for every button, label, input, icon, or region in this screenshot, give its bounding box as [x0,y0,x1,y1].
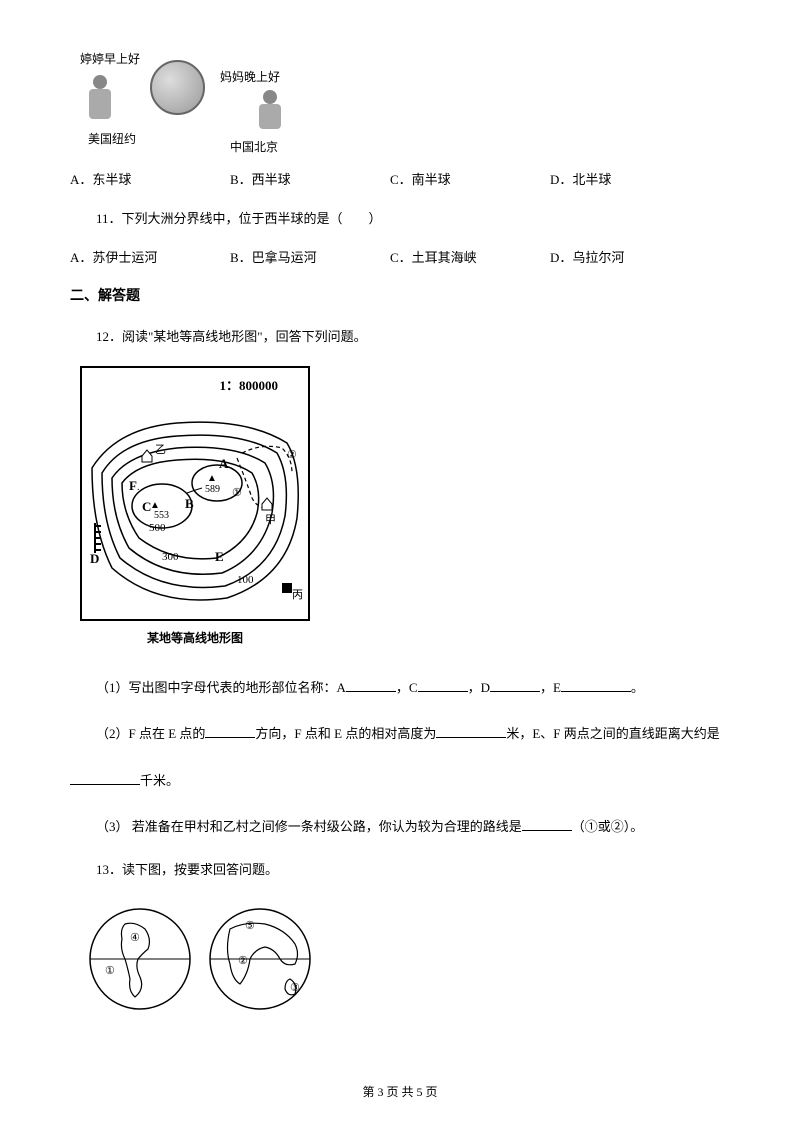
hemi-label-1: ① [105,965,115,977]
page-footer: 第 3 页 共 5 页 [0,1083,800,1102]
q11-stem: 11．下列大洲分界线中，位于西半球的是（ ） [70,209,730,230]
map-label-A: A [219,456,229,471]
map-circle1: ① [232,487,242,499]
blank-d [490,678,540,692]
map-label-B: B [185,496,194,511]
speech-left-text: 婷婷早上好 [80,50,140,69]
q12-sub3: （3） 若准备在甲村和乙村之间修一条村级公路，你认为较为合理的路线是 （①或②）。 [70,813,730,842]
hemi-label-3: ③ [290,982,300,994]
hemispheres-figure: ④ ① ⑤ ② ③ [80,899,340,1019]
hemi-label-5: ⑤ [245,920,255,932]
q13-stem: 13．读下图，按要求回答问题。 [70,860,730,881]
q12-sub2: （2）F 点在 E 点的 方向，F 点和 E 点的相对高度为 米，E、F 两点之间的… [70,720,730,749]
location-left-label: 美国纽约 [88,130,136,149]
speech-right-text: 妈妈晚上好 [220,68,280,87]
globe-icon [150,60,205,115]
contour-map-figure: 1：800000 [80,366,310,656]
map-label-E: E [215,549,224,564]
person-right-figure [255,90,285,135]
hemi-label-2: ② [238,955,248,967]
contour-svg: A B C D E F . ▲ 589 ▲ 553 500 300 100 乙 … [87,398,307,618]
map-yi: 乙 [155,443,166,456]
blank-c [418,678,468,692]
blank-dist [70,771,140,785]
q10-options-row: A．东半球 B．西半球 C．南半球 D．北半球 [70,170,730,191]
q12-sub2-end: 千米。 [140,773,179,788]
map-peak2-val: 553 [154,510,169,521]
map-label-F: F [129,478,137,493]
contour-scale-label: 1：800000 [219,376,278,397]
person-left-figure [85,75,115,125]
blank-a [346,678,396,692]
map-peak1-sym: ▲ [207,473,217,484]
q10-option-b: B．西半球 [230,170,390,191]
blank-e [561,678,631,692]
q11-options-row: A．苏伊士运河 B．巴拿马运河 C．土耳其海峡 D．乌拉尔河 [70,248,730,269]
q10-option-c: C．南半球 [390,170,550,191]
map-circle2: ② [287,449,297,461]
q11-option-c: C．土耳其海峡 [390,248,550,269]
q11-option-a: A．苏伊士运河 [70,248,230,269]
blank-dir [205,724,255,738]
location-right-label: 中国北京 [230,138,278,157]
timezone-illustration: 婷婷早上好 妈妈晚上好 美国纽约 中国北京 [80,50,320,150]
blank-route [522,817,572,831]
q12-sub3-pre: （3） 若准备在甲村和乙村之间修一条村级公路，你认为较为合理的路线是 [96,819,522,834]
q12-sub1-end: 。 [631,680,644,695]
map-peak1-val: 589 [205,484,220,495]
q12-sub1: （1）写出图中字母代表的地形部位名称：A ，C ，D ，E 。 [70,674,730,703]
map-c500: 500 [149,522,166,534]
q12-sub2-mid2: 米，E、F 两点之间的直线距离大约是 [506,726,719,741]
map-c300: 300 [162,551,179,563]
blank-height [436,724,506,738]
q10-option-d: D．北半球 [550,170,710,191]
map-jia: 甲 [265,514,276,526]
contour-caption: 某地等高线地形图 [80,629,310,648]
map-label-D: D [90,551,99,566]
q12-sub1-c: ，C [396,680,418,695]
q10-option-a: A．东半球 [70,170,230,191]
q12-sub1-pre: （1）写出图中字母代表的地形部位名称：A [96,680,346,695]
q11-option-d: D．乌拉尔河 [550,248,710,269]
q12-sub1-d: ，D [468,680,490,695]
map-c100: 100 [237,574,254,586]
q11-option-b: B．巴拿马运河 [230,248,390,269]
map-label-F-dot: . [137,482,140,493]
q12-sub1-e: ，E [540,680,561,695]
q12-sub3-end: （①或②）。 [572,819,644,834]
hemispheres-svg: ④ ① ⑤ ② ③ [80,899,340,1019]
q12-sub2-pre: （2）F 点在 E 点的 [96,726,205,741]
q12-sub2-cont: 千米。 [70,767,730,796]
map-bing: 丙 [292,589,303,601]
hemi-label-4: ④ [130,932,140,944]
q12-sub2-mid1: 方向，F 点和 E 点的相对高度为 [255,726,436,741]
q12-stem: 12．阅读"某地等高线地形图"，回答下列问题。 [70,327,730,348]
section-2-heading: 二、解答题 [70,286,730,308]
contour-map-frame: 1：800000 [80,366,310,621]
